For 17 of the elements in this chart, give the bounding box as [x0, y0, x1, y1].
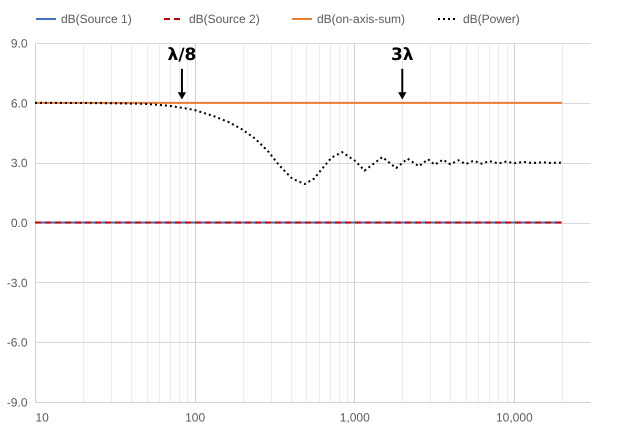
- y-tick-label: 0.0: [10, 216, 28, 230]
- x-tick-label: 100: [185, 410, 206, 424]
- x-tick-label: 10,000: [496, 410, 534, 424]
- y-tick-label: 9.0: [10, 36, 28, 50]
- x-tick-label: 1,000: [340, 410, 370, 424]
- legend-label: dB(Source 1): [61, 12, 132, 26]
- annotation: λ/8: [168, 44, 196, 65]
- y-tick-label: -3.0: [6, 276, 28, 290]
- legend-label: dB(Power): [463, 12, 520, 26]
- legend-label: dB(Source 2): [189, 12, 260, 26]
- y-tick-label: 3.0: [10, 156, 28, 170]
- y-tick-label: 6.0: [10, 96, 28, 110]
- x-tick-label: 10: [36, 410, 50, 424]
- y-tick-label: -9.0: [6, 396, 28, 410]
- legend-label: dB(on-axis-sum): [317, 12, 406, 26]
- annotation: 3λ: [390, 44, 414, 65]
- y-tick-label: -6.0: [6, 336, 28, 350]
